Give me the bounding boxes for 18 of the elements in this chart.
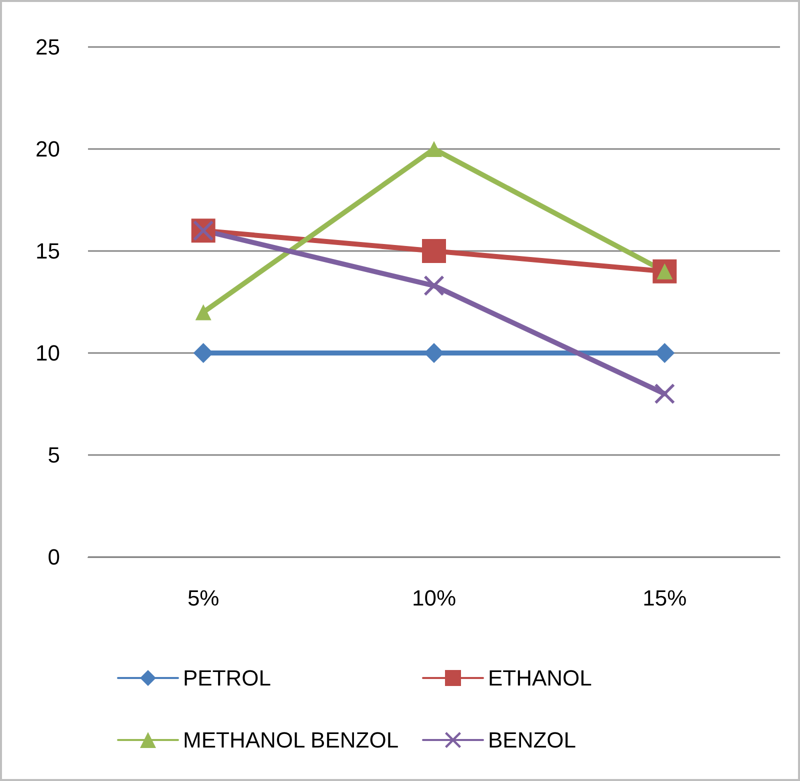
y-tick-label: 5 bbox=[48, 442, 60, 468]
y-tick-label: 20 bbox=[36, 136, 60, 162]
y-tick-label: 15 bbox=[36, 238, 60, 264]
legend-label: ETHANOL bbox=[488, 666, 592, 690]
point bbox=[424, 276, 444, 296]
legend-label: PETROL bbox=[183, 666, 272, 690]
y-tick-label: 0 bbox=[48, 544, 60, 570]
x-tick-label: 10% bbox=[412, 586, 456, 610]
x-tick-label: 15% bbox=[642, 586, 687, 610]
legend-label: BENZOL bbox=[488, 728, 576, 752]
y-tick-label: 10 bbox=[36, 340, 60, 366]
x-tick-label: 5% bbox=[187, 586, 220, 610]
point bbox=[654, 384, 675, 404]
y-tick-label: 25 bbox=[36, 34, 60, 60]
point bbox=[422, 239, 446, 263]
point bbox=[195, 304, 212, 320]
point bbox=[426, 141, 442, 157]
legend-label: METHANOL BENZOL bbox=[183, 728, 399, 752]
